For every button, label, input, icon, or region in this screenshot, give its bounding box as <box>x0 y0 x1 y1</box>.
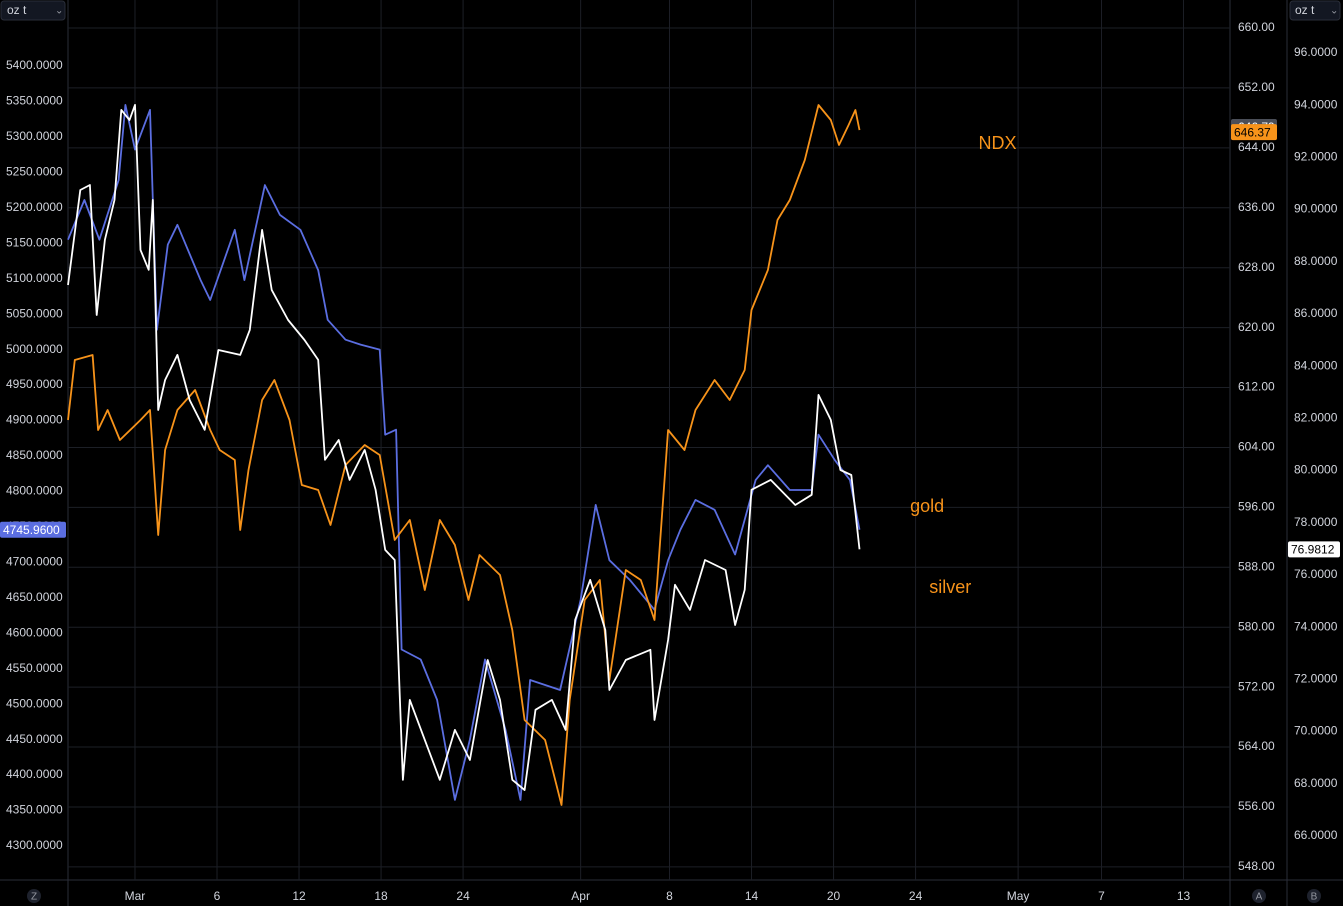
y2-tick-label: 628.00 <box>1238 260 1275 274</box>
y-tick-label: 4700.0000 <box>6 554 63 568</box>
x-tick-label: Mar <box>125 889 146 903</box>
grid <box>68 0 1230 880</box>
y-tick-label: 5050.0000 <box>6 306 63 320</box>
y2-tick-label: 596.00 <box>1238 500 1275 514</box>
y-tick-label: 5150.0000 <box>6 235 63 249</box>
y3-tick-label: 70.0000 <box>1294 724 1338 738</box>
x-tick-label: 12 <box>292 889 306 903</box>
y3-tick-label: 96.0000 <box>1294 45 1338 59</box>
y-tick-label: 5000.0000 <box>6 342 63 356</box>
y3-tick-label: 66.0000 <box>1294 828 1338 842</box>
y-tick-label: 4800.0000 <box>6 484 63 498</box>
y3-tick-label: 86.0000 <box>1294 306 1338 320</box>
y2-tick-label: 644.00 <box>1238 140 1275 154</box>
y3-tick-label: 92.0000 <box>1294 150 1338 164</box>
price-line <box>67 104 861 791</box>
annotation: silver <box>929 577 971 597</box>
y-tick-label: 4650.0000 <box>6 590 63 604</box>
x-tick-label: 8 <box>666 889 673 903</box>
y2-tick-label: 548.00 <box>1238 859 1275 873</box>
corner-button-label[interactable]: A <box>1256 892 1263 903</box>
y3-tick-label: 94.0000 <box>1294 97 1338 111</box>
y-tick-label: 5350.0000 <box>6 94 63 108</box>
y3-tick-label: 74.0000 <box>1294 619 1338 633</box>
last-price-badge-label: 76.9812 <box>1291 543 1335 557</box>
y-tick-label: 4350.0000 <box>6 803 63 817</box>
y2-tick-label: 572.00 <box>1238 679 1275 693</box>
x-tick-label: May <box>1007 889 1030 903</box>
x-tick-label: 6 <box>214 889 221 903</box>
y-tick-label: 4400.0000 <box>6 767 63 781</box>
corner-button-label[interactable]: B <box>1311 892 1318 903</box>
x-tick-label: 24 <box>456 889 470 903</box>
last-price-badge <box>0 521 66 538</box>
y3-tick-label: 88.0000 <box>1294 254 1338 268</box>
last-price-badge <box>1231 124 1277 141</box>
y3-tick-label: 84.0000 <box>1294 358 1338 372</box>
x-tick-label: 13 <box>1177 889 1191 903</box>
unit-selector-label[interactable]: oz t <box>1295 3 1315 17</box>
y-tick-label: 4300.0000 <box>6 838 63 852</box>
dropdown-arrow[interactable]: ⌄ <box>55 6 63 17</box>
y2-tick-label: 652.00 <box>1238 80 1275 94</box>
y-tick-label: 4550.0000 <box>6 661 63 675</box>
corner-button[interactable] <box>27 889 41 903</box>
annotation: gold <box>910 496 944 516</box>
annotation: NDX <box>978 133 1016 153</box>
y3-tick-label: 68.0000 <box>1294 776 1338 790</box>
y2-tick-label: 660.00 <box>1238 20 1275 34</box>
last-price-badge-label: 4745.9600 <box>3 523 60 537</box>
y2-tick-label: 556.00 <box>1238 799 1275 813</box>
last-price-badge-label: 646.37 <box>1234 125 1271 139</box>
y-tick-label: 4950.0000 <box>6 377 63 391</box>
y-tick-label: 5100.0000 <box>6 271 63 285</box>
x-tick-label: Apr <box>571 889 590 903</box>
y-tick-label: 5300.0000 <box>6 129 63 143</box>
x-tick-label: 18 <box>374 889 388 903</box>
unit-selector[interactable] <box>0 0 66 21</box>
corner-button[interactable] <box>1252 889 1266 903</box>
y-tick-label: 4850.0000 <box>6 448 63 462</box>
y-tick-label: 5250.0000 <box>6 164 63 178</box>
y2-tick-label: 580.00 <box>1238 619 1275 633</box>
y3-tick-label: 90.0000 <box>1294 202 1338 216</box>
y-tick-label: 4900.0000 <box>6 413 63 427</box>
y3-tick-label: 80.0000 <box>1294 463 1338 477</box>
unit-selector-label[interactable]: oz t <box>7 3 27 17</box>
x-tick-label: 14 <box>745 889 759 903</box>
y3-tick-label: 82.0000 <box>1294 411 1338 425</box>
unit-selector[interactable] <box>1289 0 1341 21</box>
y2-tick-label: 636.00 <box>1238 200 1275 214</box>
y3-tick-label: 76.0000 <box>1294 567 1338 581</box>
last-price-badge <box>1288 541 1340 558</box>
x-tick-label: 20 <box>827 889 841 903</box>
corner-button[interactable] <box>1307 889 1321 903</box>
y2-tick-label: 564.00 <box>1238 739 1275 753</box>
y2-tick-label: 612.00 <box>1238 380 1275 394</box>
y-tick-label: 5400.0000 <box>6 58 63 72</box>
x-tick-label: 7 <box>1098 889 1105 903</box>
price-line <box>67 104 861 806</box>
x-tick-label: 24 <box>909 889 923 903</box>
y2-tick-label: 588.00 <box>1238 559 1275 573</box>
dropdown-arrow[interactable]: ⌄ <box>1330 6 1338 17</box>
y-tick-label: 5200.0000 <box>6 200 63 214</box>
y-tick-label: 4600.0000 <box>6 625 63 639</box>
price-line <box>67 104 861 801</box>
y2-tick-label: 604.00 <box>1238 440 1275 454</box>
corner-button-label[interactable]: Z <box>31 892 37 903</box>
y-tick-label: 4500.0000 <box>6 696 63 710</box>
y3-tick-label: 72.0000 <box>1294 671 1338 685</box>
y3-tick-label: 78.0000 <box>1294 515 1338 529</box>
y-tick-label: 4450.0000 <box>6 732 63 746</box>
y2-tick-label: 620.00 <box>1238 320 1275 334</box>
